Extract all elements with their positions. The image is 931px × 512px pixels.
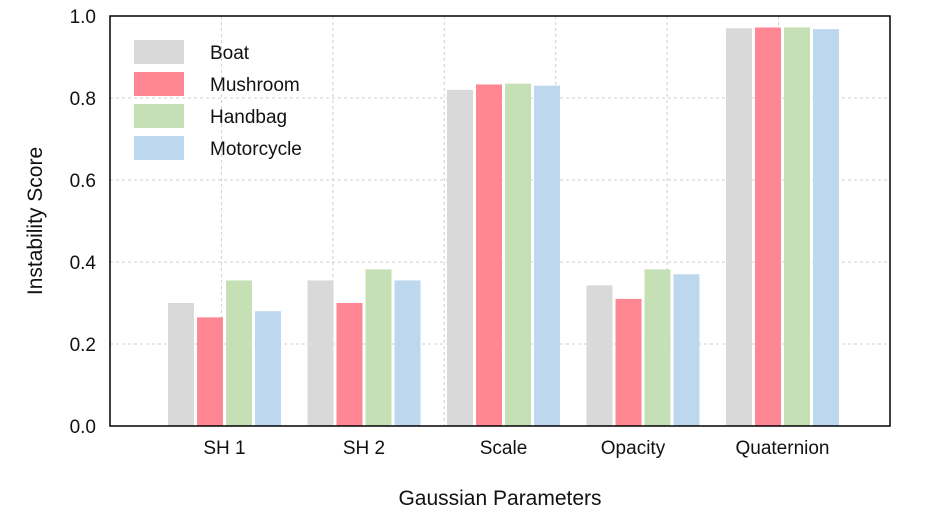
bar-mushroom-quaternion <box>755 27 781 426</box>
bar-handbag-quaternion <box>784 27 810 426</box>
bar-motorcycle-sh-1 <box>255 311 281 426</box>
legend-label: Mushroom <box>210 75 300 96</box>
bar-boat-sh-2 <box>307 280 334 426</box>
bar-handbag-sh-2 <box>365 269 392 426</box>
legend-swatch <box>134 72 184 96</box>
y-axis: 0.0 0.2 0.4 0.6 0.8 1.0 <box>70 7 97 438</box>
x-tick-label: Scale <box>480 438 528 459</box>
bar-mushroom-sh-1 <box>197 317 223 426</box>
bar-mushroom-sh-2 <box>336 303 363 426</box>
x-tick-label: SH 1 <box>203 438 245 459</box>
legend-label: Handbag <box>210 107 287 128</box>
y-tick-label: 0.8 <box>70 89 96 110</box>
legend: Boat Mushroom Handbag Motorcycle <box>134 40 302 160</box>
legend-label: Motorcycle <box>210 139 302 160</box>
y-tick-label: 0.6 <box>70 171 96 192</box>
bars <box>168 27 839 427</box>
x-tick-label: Quaternion <box>735 438 829 459</box>
y-tick-label: 0.0 <box>70 417 96 438</box>
bar-handbag-scale <box>505 83 531 427</box>
legend-swatch <box>134 40 184 64</box>
legend-swatch <box>134 104 184 128</box>
bar-motorcycle-opacity <box>673 274 700 426</box>
bar-boat-sh-1 <box>168 303 194 426</box>
bar-motorcycle-scale <box>534 85 560 426</box>
y-tick-label: 0.2 <box>70 335 96 356</box>
x-axis: SH 1 SH 2 Scale Opacity Quaternion <box>203 438 829 459</box>
bar-mushroom-opacity <box>615 298 642 426</box>
x-axis-title: Gaussian Parameters <box>398 487 601 510</box>
legend-swatch <box>134 136 184 160</box>
bar-handbag-sh-1 <box>226 280 252 426</box>
bar-boat-scale <box>447 89 473 427</box>
plot-frame <box>109 15 891 427</box>
y-axis-title: Instability Score <box>24 147 47 295</box>
bar-motorcycle-sh-2 <box>394 280 421 426</box>
bar-motorcycle-quaternion <box>813 29 839 427</box>
bar-boat-opacity <box>586 285 613 426</box>
y-tick-label: 0.4 <box>70 253 97 274</box>
x-tick-label: SH 2 <box>343 438 385 459</box>
bar-handbag-opacity <box>644 269 671 426</box>
bar-mushroom-scale <box>476 84 502 426</box>
x-tick-label: Opacity <box>601 438 666 459</box>
y-tick-label: 1.0 <box>70 7 96 28</box>
legend-label: Boat <box>210 43 250 64</box>
bar-boat-quaternion <box>726 28 752 427</box>
